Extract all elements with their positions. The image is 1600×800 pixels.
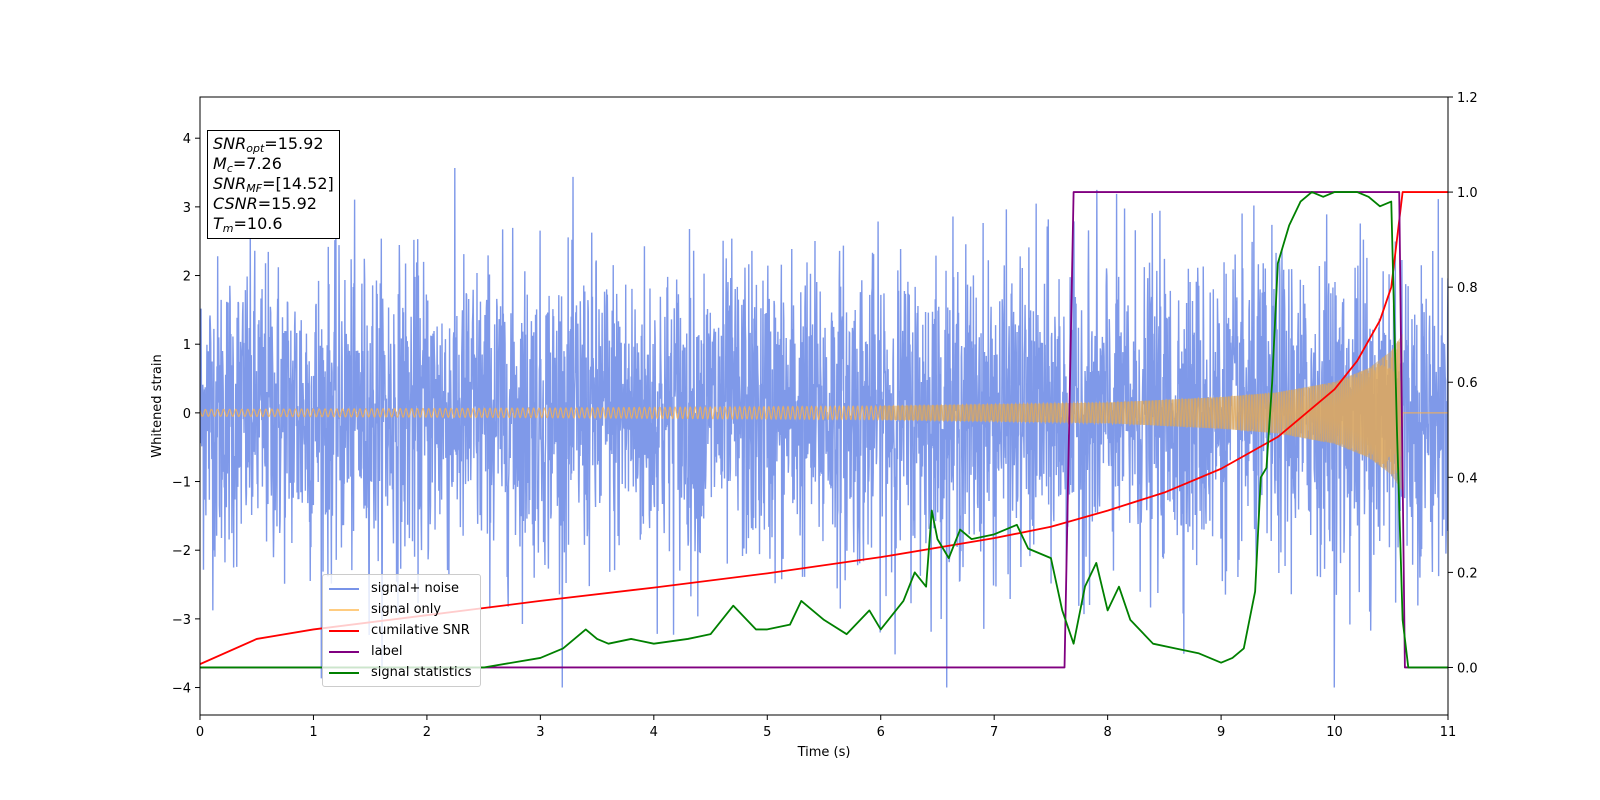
series-signal-noise-line [200, 167, 1448, 688]
x-axis: 0 1 2 3 4 5 6 7 8 9 10 11 [196, 715, 1456, 740]
plot-area-frame [199, 96, 1449, 716]
y2-tick-label: 0.0 [1457, 661, 1478, 676]
legend-label: signal statistics [371, 665, 472, 680]
y2-tick-label: 0.6 [1457, 376, 1478, 391]
annotation-box: SNRopt=15.92 Mc=7.26 SNRMF=[14.52] CSNR=… [207, 130, 340, 239]
y2-tick-label: 1.2 [1457, 91, 1478, 106]
y-axis-label: Whitened strain [150, 354, 165, 457]
legend: signal+ noise signal only cumilative SNR… [322, 574, 481, 687]
x-tick-label: 3 [536, 725, 544, 740]
x-tick-label: 1 [309, 725, 317, 740]
x-tick-label: 0 [196, 725, 204, 740]
x-tick-label: 6 [877, 725, 885, 740]
x-tick-label: 9 [1217, 725, 1225, 740]
legend-swatch [329, 650, 359, 653]
legend-item-cumulative-snr: cumilative SNR [329, 620, 472, 641]
x-tick-label: 11 [1440, 725, 1457, 740]
annotation-csnr: CSNR=15.92 [213, 194, 317, 213]
y-axis-left: −4 −3 −2 −1 0 1 2 3 4 [172, 132, 200, 697]
y-tick-label: 1 [183, 338, 191, 353]
legend-swatch [329, 587, 359, 590]
legend-label: label [371, 644, 403, 659]
annotation-mc: Mc=7.26 [213, 154, 282, 175]
series-signal-statistics-line [200, 191, 1448, 669]
legend-label: signal+ noise [371, 581, 460, 596]
legend-item-label: label [329, 641, 472, 662]
y2-tick-label: 1.0 [1457, 186, 1478, 201]
x-tick-label: 4 [650, 725, 658, 740]
x-tick-label: 5 [763, 725, 771, 740]
legend-item-signal-only: signal only [329, 599, 472, 620]
y2-tick-label: 0.4 [1457, 471, 1478, 486]
y-tick-label: −4 [172, 682, 191, 697]
y-tick-label: 2 [183, 270, 191, 285]
x-tick-label: 10 [1326, 725, 1343, 740]
legend-item-signal-noise: signal+ noise [329, 578, 472, 599]
y-tick-label: 0 [183, 407, 191, 422]
legend-swatch [329, 671, 359, 674]
legend-item-signal-statistics: signal statistics [329, 662, 472, 683]
annotation-tm: Tm=10.6 [213, 214, 283, 235]
y-axis-right: 0.0 0.2 0.4 0.6 0.8 1.0 1.2 [1448, 91, 1478, 676]
legend-label: cumilative SNR [371, 623, 470, 638]
x-axis-label: Time (s) [797, 745, 851, 760]
x-tick-label: 8 [1103, 725, 1111, 740]
y2-tick-label: 0.2 [1457, 566, 1478, 581]
legend-swatch [329, 608, 359, 611]
y-tick-label: 4 [183, 132, 191, 147]
y-tick-label: −3 [172, 613, 191, 628]
y-tick-label: 3 [183, 201, 191, 216]
y-tick-label: −1 [172, 476, 191, 491]
x-tick-label: 2 [423, 725, 431, 740]
legend-label: signal only [371, 602, 442, 617]
y2-tick-label: 0.8 [1457, 281, 1478, 296]
annotation-snr-mf: SNRMF=[14.52] [213, 174, 334, 195]
x-tick-label: 7 [990, 725, 998, 740]
y-tick-label: −2 [172, 544, 191, 559]
series-signal-only-envelope [880, 333, 1403, 492]
annotation-snr-opt: SNRopt=15.92 [213, 134, 324, 155]
legend-swatch [329, 629, 359, 632]
